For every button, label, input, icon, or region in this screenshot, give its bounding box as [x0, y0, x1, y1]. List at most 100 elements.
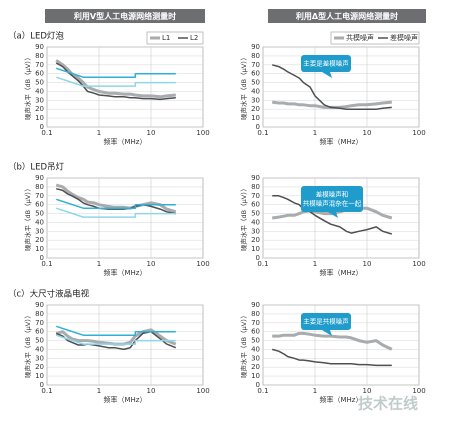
x-axis-label: 频率（MHz） — [320, 268, 363, 277]
y-tick-label: 0 — [40, 254, 44, 262]
column-header: 利用V型人工电源网络测量时 — [73, 11, 176, 21]
y-tick-label: 30 — [251, 96, 260, 104]
x-axis-label: 频率（MHz） — [104, 268, 147, 277]
y-tick-label: 20 — [251, 105, 260, 113]
y-tick-label: 40 — [35, 345, 44, 353]
y-tick-label: 10 — [35, 245, 44, 253]
series-line — [272, 195, 393, 235]
plot-area — [46, 177, 204, 259]
x-tick-label: 100 — [412, 387, 425, 395]
y-axis-label: 噪声水平（dB（μV）） — [239, 54, 248, 120]
y-tick-label: 20 — [251, 236, 260, 244]
series-line — [272, 331, 393, 351]
y-tick-label: 50 — [35, 79, 44, 87]
y-tick-label: 80 — [35, 52, 44, 60]
callout-text: 主要是差模噪声 — [303, 59, 349, 68]
y-tick-label: 20 — [251, 363, 260, 371]
x-axis-label: 频率（MHz） — [320, 395, 363, 404]
y-tick-label: 70 — [35, 319, 44, 327]
series-line — [271, 206, 393, 220]
callout-text: 主要是共模噪声 — [303, 317, 349, 326]
y-tick-label: 40 — [251, 218, 260, 226]
y-tick-label: 0 — [256, 381, 260, 389]
x-tick-label: 10 — [363, 129, 372, 137]
y-tick-label: 80 — [35, 310, 44, 318]
y-tick-label: 40 — [251, 345, 260, 353]
x-tick-label: 1 — [313, 387, 317, 395]
series-line — [55, 76, 176, 87]
x-tick-label: 0.1 — [257, 129, 268, 137]
x-tick-label: 100 — [412, 260, 425, 268]
y-tick-label: 90 — [35, 174, 44, 182]
y-tick-label: 10 — [35, 114, 44, 122]
y-axis-label: 噪声水平（dB（μV）） — [239, 312, 248, 378]
x-tick-label: 100 — [412, 129, 425, 137]
x-tick-label: 0.1 — [41, 129, 52, 137]
y-tick-label: 70 — [251, 61, 260, 69]
y-tick-label: 80 — [251, 52, 260, 60]
callout-box — [301, 55, 351, 72]
y-tick-label: 50 — [35, 337, 44, 345]
x-tick-label: 10 — [363, 387, 372, 395]
y-tick-label: 60 — [35, 328, 44, 336]
series-line — [271, 100, 392, 109]
legend-label: L1 — [162, 34, 170, 42]
x-tick-label: 1 — [313, 260, 317, 268]
panel-label: （a）LED灯泡 — [8, 31, 64, 42]
y-axis-label: 噪声水平（dB（μV）） — [23, 54, 32, 120]
y-tick-label: 0 — [40, 123, 44, 131]
y-tick-label: 60 — [251, 70, 260, 78]
callout-box — [301, 186, 363, 212]
y-tick-label: 20 — [35, 363, 44, 371]
y-tick-label: 70 — [251, 319, 260, 327]
y-tick-label: 10 — [35, 372, 44, 380]
legend-label: 共模噪声 — [346, 33, 374, 42]
x-axis-label: 频率（MHz） — [104, 137, 147, 146]
y-tick-label: 90 — [35, 301, 44, 309]
panel-label: （b）LED吊灯 — [8, 162, 65, 173]
y-tick-label: 30 — [251, 227, 260, 235]
x-tick-label: 0.1 — [257, 260, 268, 268]
y-tick-label: 50 — [251, 210, 260, 218]
y-tick-label: 20 — [35, 236, 44, 244]
series-line — [55, 67, 176, 78]
y-tick-label: 60 — [35, 201, 44, 209]
legend-label: 差模噪声 — [390, 33, 418, 42]
series-line — [55, 328, 177, 346]
callout-text: 差模噪声和 — [316, 190, 349, 199]
x-tick-label: 10 — [363, 260, 372, 268]
series-line — [55, 325, 176, 336]
x-axis-label: 频率（MHz） — [104, 395, 147, 404]
y-tick-label: 50 — [251, 337, 260, 345]
y-tick-label: 0 — [256, 254, 260, 262]
y-tick-label: 10 — [251, 245, 260, 253]
x-tick-label: 0.1 — [257, 387, 268, 395]
series-line — [56, 187, 176, 215]
legend-box — [146, 31, 204, 45]
watermark: 技术在线 — [358, 395, 418, 413]
series-line — [55, 207, 176, 218]
y-tick-label: 70 — [251, 192, 260, 200]
x-tick-label: 1 — [97, 129, 101, 137]
series-line — [271, 64, 392, 110]
y-axis-label: 噪声水平（dB（μV）） — [239, 185, 248, 251]
y-tick-label: 20 — [35, 105, 44, 113]
y-tick-label: 10 — [251, 372, 260, 380]
plot-area — [46, 46, 204, 128]
y-tick-label: 60 — [251, 328, 260, 336]
x-tick-label: 0.1 — [41, 387, 52, 395]
y-tick-label: 30 — [251, 354, 260, 362]
x-tick-label: 10 — [147, 387, 156, 395]
y-axis-label: 噪声水平（dB（μV）） — [23, 312, 32, 378]
y-tick-label: 50 — [251, 79, 260, 87]
y-axis-label: 噪声水平（dB（μV）） — [23, 185, 32, 251]
series-line — [271, 348, 392, 367]
panel-label: （c）大尺寸液晶电视 — [8, 289, 90, 300]
y-tick-label: 70 — [35, 61, 44, 69]
callout-pointer — [322, 72, 332, 78]
y-tick-label: 90 — [251, 43, 260, 51]
callout-pointer — [328, 212, 338, 218]
header-bar — [268, 9, 426, 23]
callout-pointer — [322, 330, 332, 336]
